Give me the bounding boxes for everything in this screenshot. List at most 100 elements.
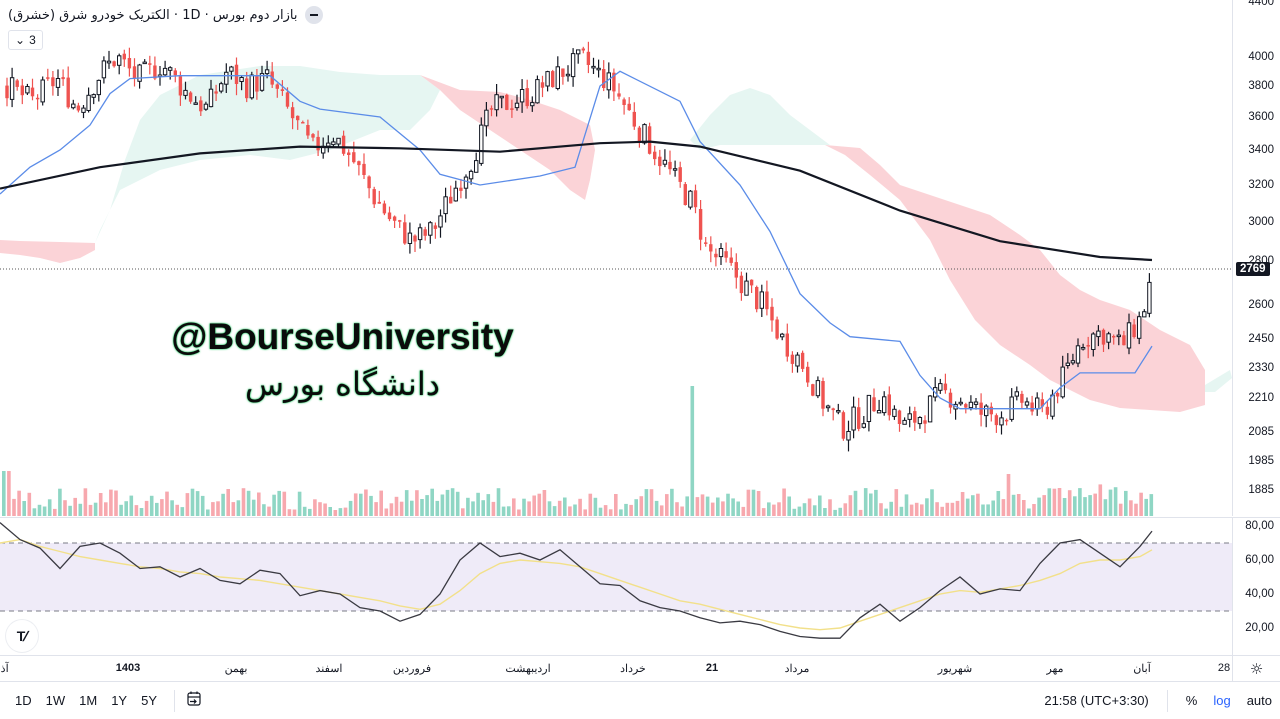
volume-bar <box>353 493 358 516</box>
candle-up <box>336 137 341 145</box>
volume-bar <box>945 502 950 516</box>
candle-up <box>417 227 423 241</box>
volume-bar <box>904 494 909 516</box>
volume-bar <box>420 499 424 516</box>
rsi-axis[interactable]: 80,00 60,00 40,00 20,00 <box>1232 517 1280 655</box>
chart-settings-button[interactable]: ☼ <box>1232 655 1280 681</box>
candle-down <box>245 78 249 99</box>
candle-down <box>632 111 636 127</box>
volume-bar <box>1108 489 1113 516</box>
volume-bar <box>598 507 603 516</box>
candle-down <box>540 82 545 88</box>
rsi-chart-canvas[interactable] <box>0 518 1232 656</box>
range-1m-button[interactable]: 1M <box>79 693 98 708</box>
volume-bar <box>374 502 378 516</box>
candle-down <box>362 163 366 175</box>
candle-down <box>668 161 672 170</box>
volume-bar <box>476 492 480 516</box>
candle-up <box>443 196 448 215</box>
range-5y-button[interactable]: 5Y <box>141 693 157 708</box>
rsi-line <box>0 522 1153 639</box>
candle-up <box>453 187 459 202</box>
time-axis-label: آذر <box>0 663 9 675</box>
volume-bar <box>1037 497 1041 516</box>
volume-bar <box>976 493 980 516</box>
percent-scale-button[interactable]: % <box>1185 693 1198 708</box>
volume-bar <box>1149 494 1154 516</box>
volume-bar <box>991 500 995 516</box>
candle-down <box>1122 335 1126 346</box>
volume-bar <box>874 489 878 516</box>
log-scale-button[interactable]: log <box>1213 693 1231 708</box>
volume-bar <box>986 504 990 516</box>
candle-down <box>897 410 902 424</box>
volume-bar <box>287 509 292 516</box>
indicators-toggle-button[interactable]: ⌄ 3 <box>8 30 43 50</box>
price-pane[interactable]: بازار دوم بورس · 1D · الکتریک خودرو شرق … <box>0 0 1232 516</box>
collapse-legend-button[interactable] <box>305 6 324 24</box>
volume-bar <box>848 495 853 516</box>
price-axis-label: 1885 <box>1248 484 1274 496</box>
tradingview-logo[interactable]: T / <box>6 620 38 652</box>
volume-bar <box>1042 495 1046 516</box>
candle-down <box>714 253 718 258</box>
volume-bar <box>267 506 271 516</box>
candle-up <box>882 396 887 414</box>
symbol-title[interactable]: بازار دوم بورس · 1D · الکتریک خودرو شرق … <box>8 7 298 23</box>
candle-down <box>622 99 626 105</box>
volume-bar <box>1124 490 1128 516</box>
candle-up <box>25 86 30 94</box>
volume-bar <box>751 489 756 516</box>
volume-bar <box>1062 498 1067 516</box>
candle-down <box>647 126 652 154</box>
volume-bar <box>726 493 730 516</box>
price-axis[interactable]: 4400 4000 3800 3600 3400 3200 3000 2800 2600 2450… <box>1232 0 1280 516</box>
volume-bar <box>792 508 797 516</box>
volume-bar <box>654 500 659 516</box>
rsi-pane[interactable] <box>0 517 1232 655</box>
price-chart-canvas[interactable] <box>0 0 1232 516</box>
candle-down <box>214 91 218 94</box>
candle-down <box>489 108 494 110</box>
candle-up <box>596 67 601 71</box>
volume-bar <box>675 502 679 516</box>
auto-scale-button[interactable]: auto <box>1246 693 1272 708</box>
price-axis-label: 1985 <box>1248 455 1274 467</box>
volume-bar <box>440 494 445 516</box>
candle-up <box>40 79 45 103</box>
range-1y-button[interactable]: 1Y <box>111 693 128 708</box>
timezone-button[interactable]: 21:58 (UTC+3:30) <box>1044 693 1149 708</box>
volume-bar <box>746 489 751 516</box>
time-axis-label: مرداد <box>784 663 810 675</box>
candle-up <box>229 66 234 72</box>
volume-bar <box>1129 500 1133 516</box>
volume-bar <box>593 497 598 516</box>
candle-down <box>148 63 152 65</box>
candle-down <box>994 415 999 426</box>
volume-bar <box>981 504 985 516</box>
candle-down <box>398 220 402 222</box>
volume-bar <box>114 490 118 516</box>
candle-down <box>1132 324 1136 337</box>
candle-up <box>836 410 841 413</box>
time-axis[interactable]: آذر 1403 بهمن اسفند فروردین اردیبهشت خرداد 21 مر… <box>0 655 1232 681</box>
candle-down <box>66 77 70 108</box>
candle-up <box>1142 311 1147 318</box>
volume-bar <box>838 507 842 516</box>
rsi-band <box>0 543 1232 611</box>
gear-icon: ☼ <box>1249 659 1264 678</box>
candle-up <box>973 401 979 405</box>
calendar-arrow-icon <box>187 691 201 706</box>
volume-bar <box>542 490 547 516</box>
range-1w-button[interactable]: 1W <box>45 693 66 708</box>
volume-bar <box>165 491 169 516</box>
candle-up <box>535 79 540 104</box>
volume-bar <box>721 501 725 516</box>
volume-bar <box>603 505 608 516</box>
candle-down <box>301 122 305 124</box>
candle-down <box>392 216 397 221</box>
goto-date-button[interactable] <box>185 690 203 711</box>
range-1d-button[interactable]: 1D <box>15 693 32 708</box>
candle-down <box>637 127 642 142</box>
bottom-toolbar: 1D 1W 1M 1Y 5Y 21:58 (UTC+3:30) % log au… <box>0 681 1280 719</box>
